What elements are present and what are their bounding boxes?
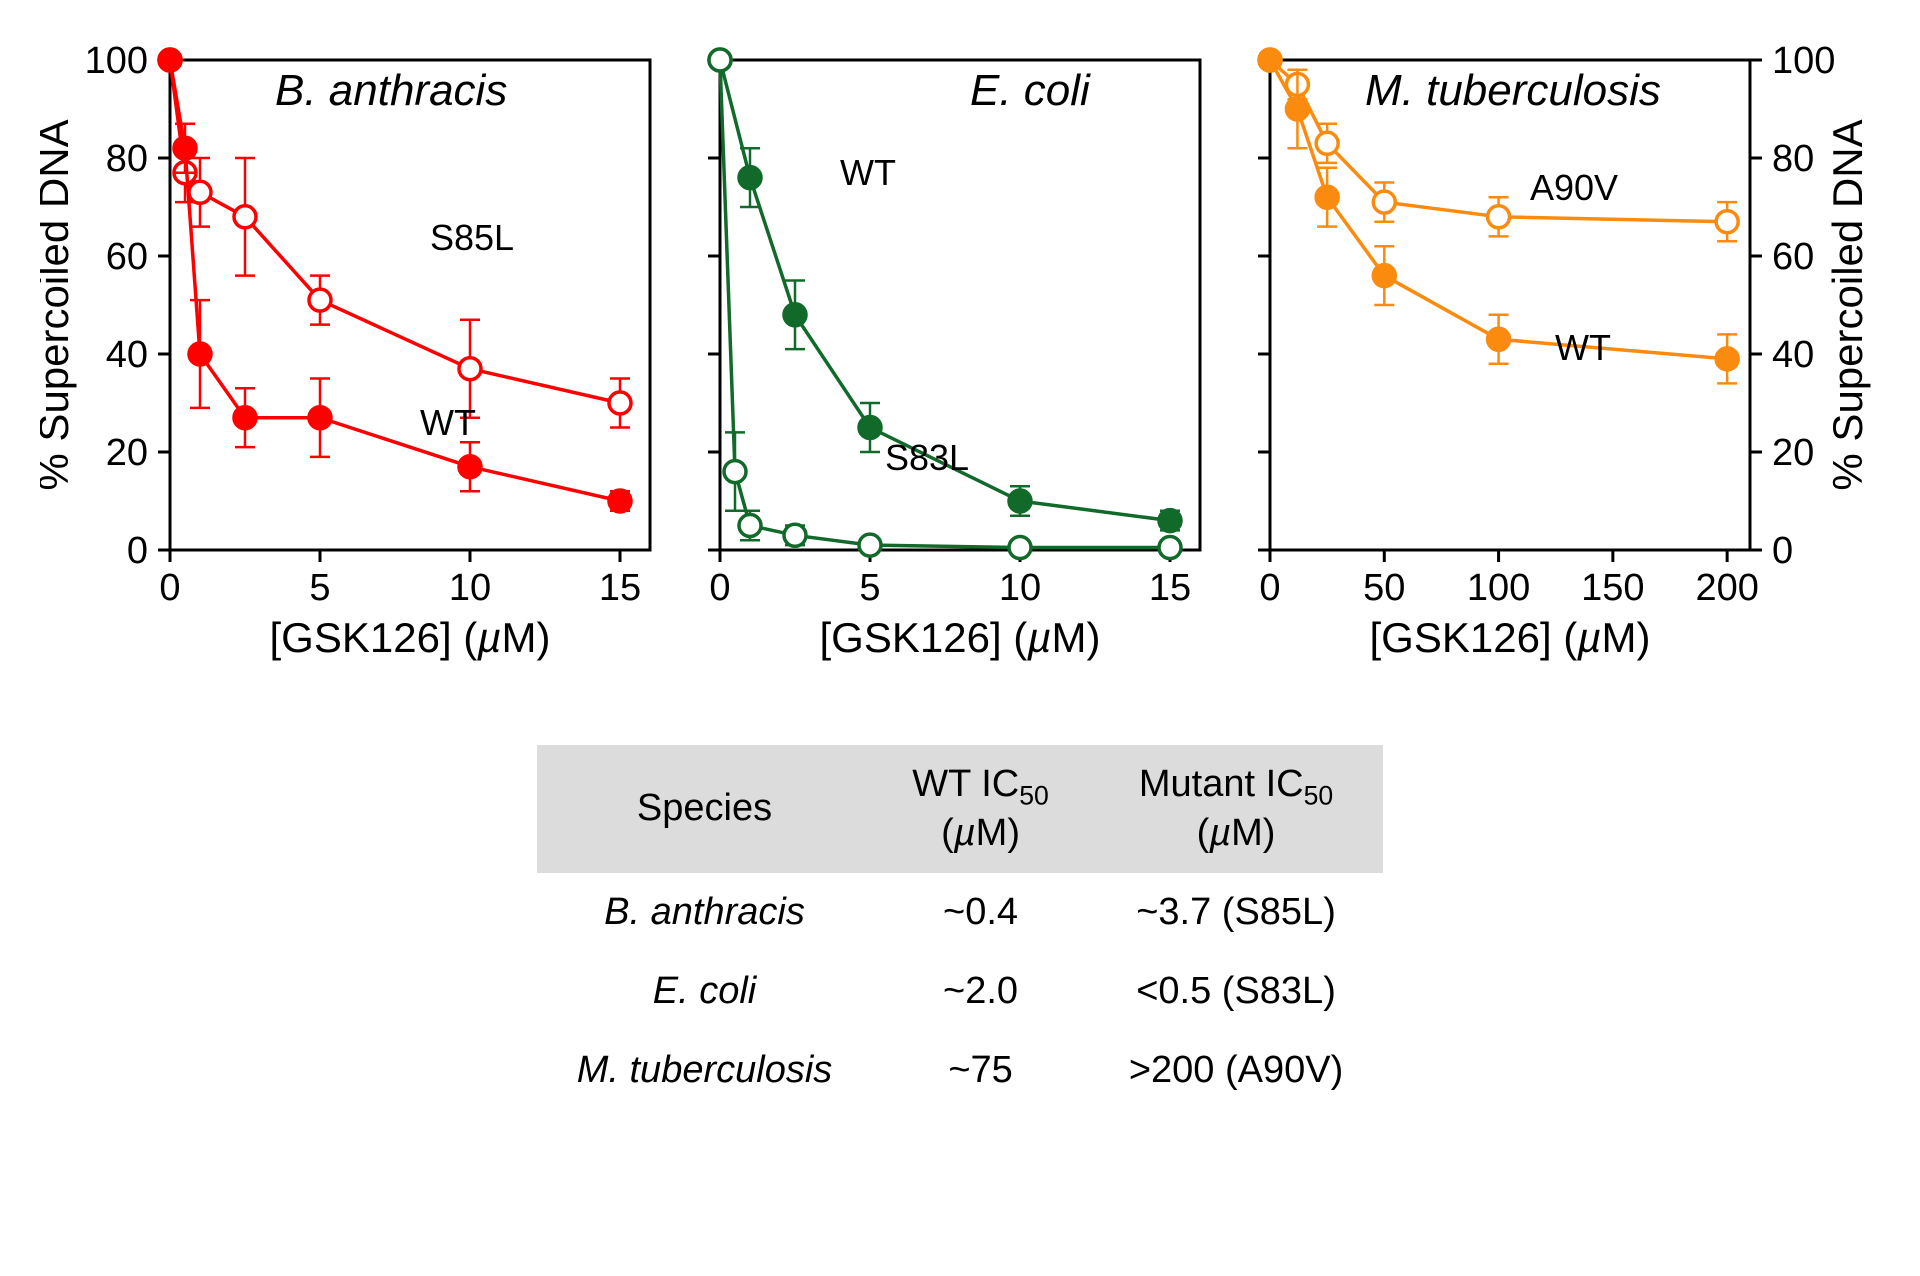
cell-species: E. coli (537, 952, 873, 1031)
x-axis-label: [GSK126] (µM) (270, 614, 551, 661)
svg-text:40: 40 (1772, 334, 1814, 376)
chart-panel-m-tuberculosis: 0 50 100 150 200 0 20 40 60 80 100 % Supercoiled DN… (1220, 40, 1880, 685)
chart-panel-e-coli: 0 5 10 15 [GSK126] (µM) E. coli WT S83L (670, 40, 1220, 685)
cell-mutant: <0.5 (S83L) (1089, 952, 1383, 1031)
svg-text:0: 0 (1772, 530, 1793, 572)
cell-species: M. tuberculosis (537, 1031, 873, 1110)
svg-text:200: 200 (1695, 567, 1758, 609)
panel-title: E. coli (970, 66, 1091, 115)
col-wt-header: WT IC50 (µM) (872, 745, 1089, 873)
cell-mutant: >200 (A90V) (1089, 1031, 1383, 1110)
y-axis-label: % Supercoiled DNA (40, 119, 77, 490)
table-header-row: Species WT IC50 (µM) Mutant IC50 (µM) (537, 745, 1384, 873)
svg-text:60: 60 (106, 236, 148, 278)
ic50-table: Species WT IC50 (µM) Mutant IC50 (µM) B.… (537, 745, 1384, 1110)
series-label: WT (840, 152, 896, 193)
svg-text:100: 100 (1467, 567, 1530, 609)
cell-species: B. anthracis (537, 873, 873, 952)
svg-text:10: 10 (449, 567, 491, 609)
chart-svg: 0 50 100 150 200 0 20 40 60 80 100 % Supercoiled DN… (1220, 40, 1880, 680)
chart-svg: 0 5 10 15 0 20 40 60 80 100% Supercoiled DNA [GSK1… (40, 40, 670, 680)
svg-text:100: 100 (85, 40, 148, 82)
cell-wt: ~0.4 (872, 873, 1089, 952)
table-row: M. tuberculosis~75>200 (A90V) (537, 1031, 1384, 1110)
svg-text:0: 0 (1259, 567, 1280, 609)
y-axis-label-right: % Supercoiled DNA (1824, 119, 1871, 490)
series-label: S85L (430, 217, 514, 258)
cell-wt: ~2.0 (872, 952, 1089, 1031)
col-species-header: Species (537, 745, 873, 873)
svg-text:150: 150 (1581, 567, 1644, 609)
svg-text:0: 0 (709, 567, 730, 609)
col-mutant-header: Mutant IC50 (µM) (1089, 745, 1383, 873)
svg-text:0: 0 (127, 530, 148, 572)
ic50-table-container: Species WT IC50 (µM) Mutant IC50 (µM) B.… (40, 745, 1880, 1110)
svg-text:5: 5 (309, 567, 330, 609)
svg-text:15: 15 (1149, 567, 1191, 609)
x-axis-label: [GSK126] (µM) (1370, 614, 1651, 661)
svg-text:80: 80 (1772, 138, 1814, 180)
svg-text:10: 10 (999, 567, 1041, 609)
svg-text:5: 5 (859, 567, 880, 609)
svg-text:60: 60 (1772, 236, 1814, 278)
svg-text:50: 50 (1363, 567, 1405, 609)
cell-mutant: ~3.7 (S85L) (1089, 873, 1383, 952)
panel-title: B. anthracis (275, 66, 507, 115)
figure-container: 051015020406080100% Supercoiled DNA[GSK1… (40, 40, 1880, 1110)
table-row: B. anthracis~0.4~3.7 (S85L) (537, 873, 1384, 952)
x-axis-label: [GSK126] (µM) (820, 614, 1101, 661)
svg-text:80: 80 (106, 138, 148, 180)
svg-text:40: 40 (106, 334, 148, 376)
svg-text:0: 0 (159, 567, 180, 609)
chart-svg: 0 5 10 15 [GSK126] (µM) E. coli WT S83L (670, 40, 1220, 680)
cell-wt: ~75 (872, 1031, 1089, 1110)
series-label: WT (420, 402, 476, 443)
chart-panel-b-anthracis: 0 5 10 15 0 20 40 60 80 100% Supercoiled DNA [GSK1… (40, 40, 670, 685)
series-label: A90V (1530, 167, 1618, 208)
svg-text:100: 100 (1772, 40, 1835, 82)
svg-text:15: 15 (599, 567, 641, 609)
svg-text:20: 20 (1772, 432, 1814, 474)
table-row: E. coli~2.0<0.5 (S83L) (537, 952, 1384, 1031)
svg-text:20: 20 (106, 432, 148, 474)
series-label: WT (1555, 327, 1611, 368)
charts-row: 051015020406080100% Supercoiled DNA[GSK1… (40, 40, 1880, 685)
series-label: S83L (885, 437, 969, 478)
panel-title: M. tuberculosis (1365, 66, 1661, 115)
